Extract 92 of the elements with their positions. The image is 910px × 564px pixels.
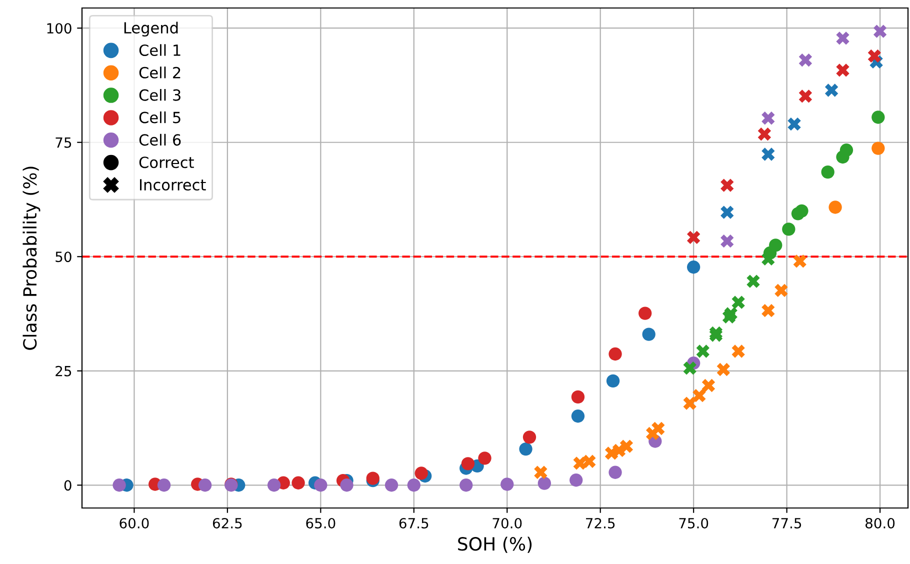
point (746, 274, 760, 288)
point (769, 238, 782, 252)
point (782, 222, 796, 236)
point (732, 344, 745, 358)
legend-title: Legend (124, 22, 178, 37)
y-tick-label: 75 (56, 138, 72, 148)
point (112, 478, 126, 492)
point (522, 430, 536, 444)
point (642, 328, 656, 341)
point (686, 230, 700, 244)
point (798, 54, 812, 67)
point (570, 474, 583, 487)
point (683, 396, 696, 410)
point (720, 178, 734, 192)
point (500, 478, 514, 491)
x-tick-label: 70.0 (492, 518, 522, 528)
point (460, 478, 473, 492)
point (824, 84, 838, 97)
legend-label: Cell 5 (139, 111, 180, 124)
legend-label: Cell 3 (139, 89, 180, 101)
point (571, 390, 585, 404)
legend-label: Cell 2 (139, 66, 180, 78)
x-tick-label: 67.5 (399, 518, 428, 528)
point (872, 110, 885, 124)
point (828, 200, 842, 214)
y-tick-label: 25 (56, 366, 72, 376)
x-tick-label: 75.0 (679, 518, 708, 528)
legend-label: Incorrect (140, 179, 206, 191)
point (762, 304, 775, 318)
point (608, 466, 622, 479)
x-axis-title: SOH (%) (458, 536, 532, 553)
point (608, 347, 622, 361)
point (868, 49, 882, 63)
point (384, 478, 398, 492)
point (267, 478, 281, 492)
point (821, 165, 834, 179)
point (720, 234, 734, 248)
point (795, 204, 808, 218)
point (724, 307, 738, 320)
point (692, 388, 706, 402)
point (702, 378, 716, 392)
point (793, 254, 806, 268)
y-tick-label: 50 (56, 252, 72, 262)
x-tick-label: 60.0 (120, 518, 149, 528)
point (198, 478, 212, 492)
point (686, 260, 700, 274)
point (407, 478, 420, 492)
legend-label: Cell 1 (139, 44, 180, 56)
x-tick-label: 77.5 (772, 518, 802, 528)
point (478, 452, 492, 465)
point (340, 478, 354, 492)
point (314, 478, 328, 492)
x-tick-label: 80.0 (866, 518, 895, 528)
point (652, 422, 665, 436)
point (836, 64, 850, 77)
point (292, 476, 305, 490)
point (732, 296, 745, 309)
point (620, 440, 634, 453)
y-axis-title: Class Probability (%) (22, 166, 40, 350)
point (582, 454, 596, 468)
point (836, 32, 850, 45)
point (606, 374, 620, 388)
point (414, 466, 428, 480)
point (683, 362, 696, 375)
point (798, 90, 812, 103)
point (873, 24, 887, 38)
y-tick-label: 0 (64, 480, 72, 491)
x-tick-label: 72.5 (586, 518, 615, 528)
legend-label: Cell 6 (139, 134, 181, 146)
point (519, 442, 532, 456)
point (762, 252, 775, 266)
point (157, 478, 171, 492)
point (840, 144, 854, 157)
point (872, 142, 885, 155)
x-tick-label: 65.0 (306, 518, 336, 528)
point (538, 476, 551, 490)
point (762, 112, 775, 125)
point (366, 472, 380, 485)
point (762, 148, 775, 161)
point (774, 284, 788, 298)
point (720, 206, 734, 219)
x-tick-label: 62.5 (212, 518, 242, 528)
y-tick-label: 100 (47, 23, 72, 34)
point (758, 128, 772, 141)
point (716, 362, 730, 376)
point (461, 457, 475, 470)
point (571, 410, 585, 423)
point (638, 306, 652, 320)
point (788, 118, 801, 131)
legend-label: Correct (139, 156, 194, 168)
point (696, 344, 710, 358)
point (534, 466, 548, 479)
